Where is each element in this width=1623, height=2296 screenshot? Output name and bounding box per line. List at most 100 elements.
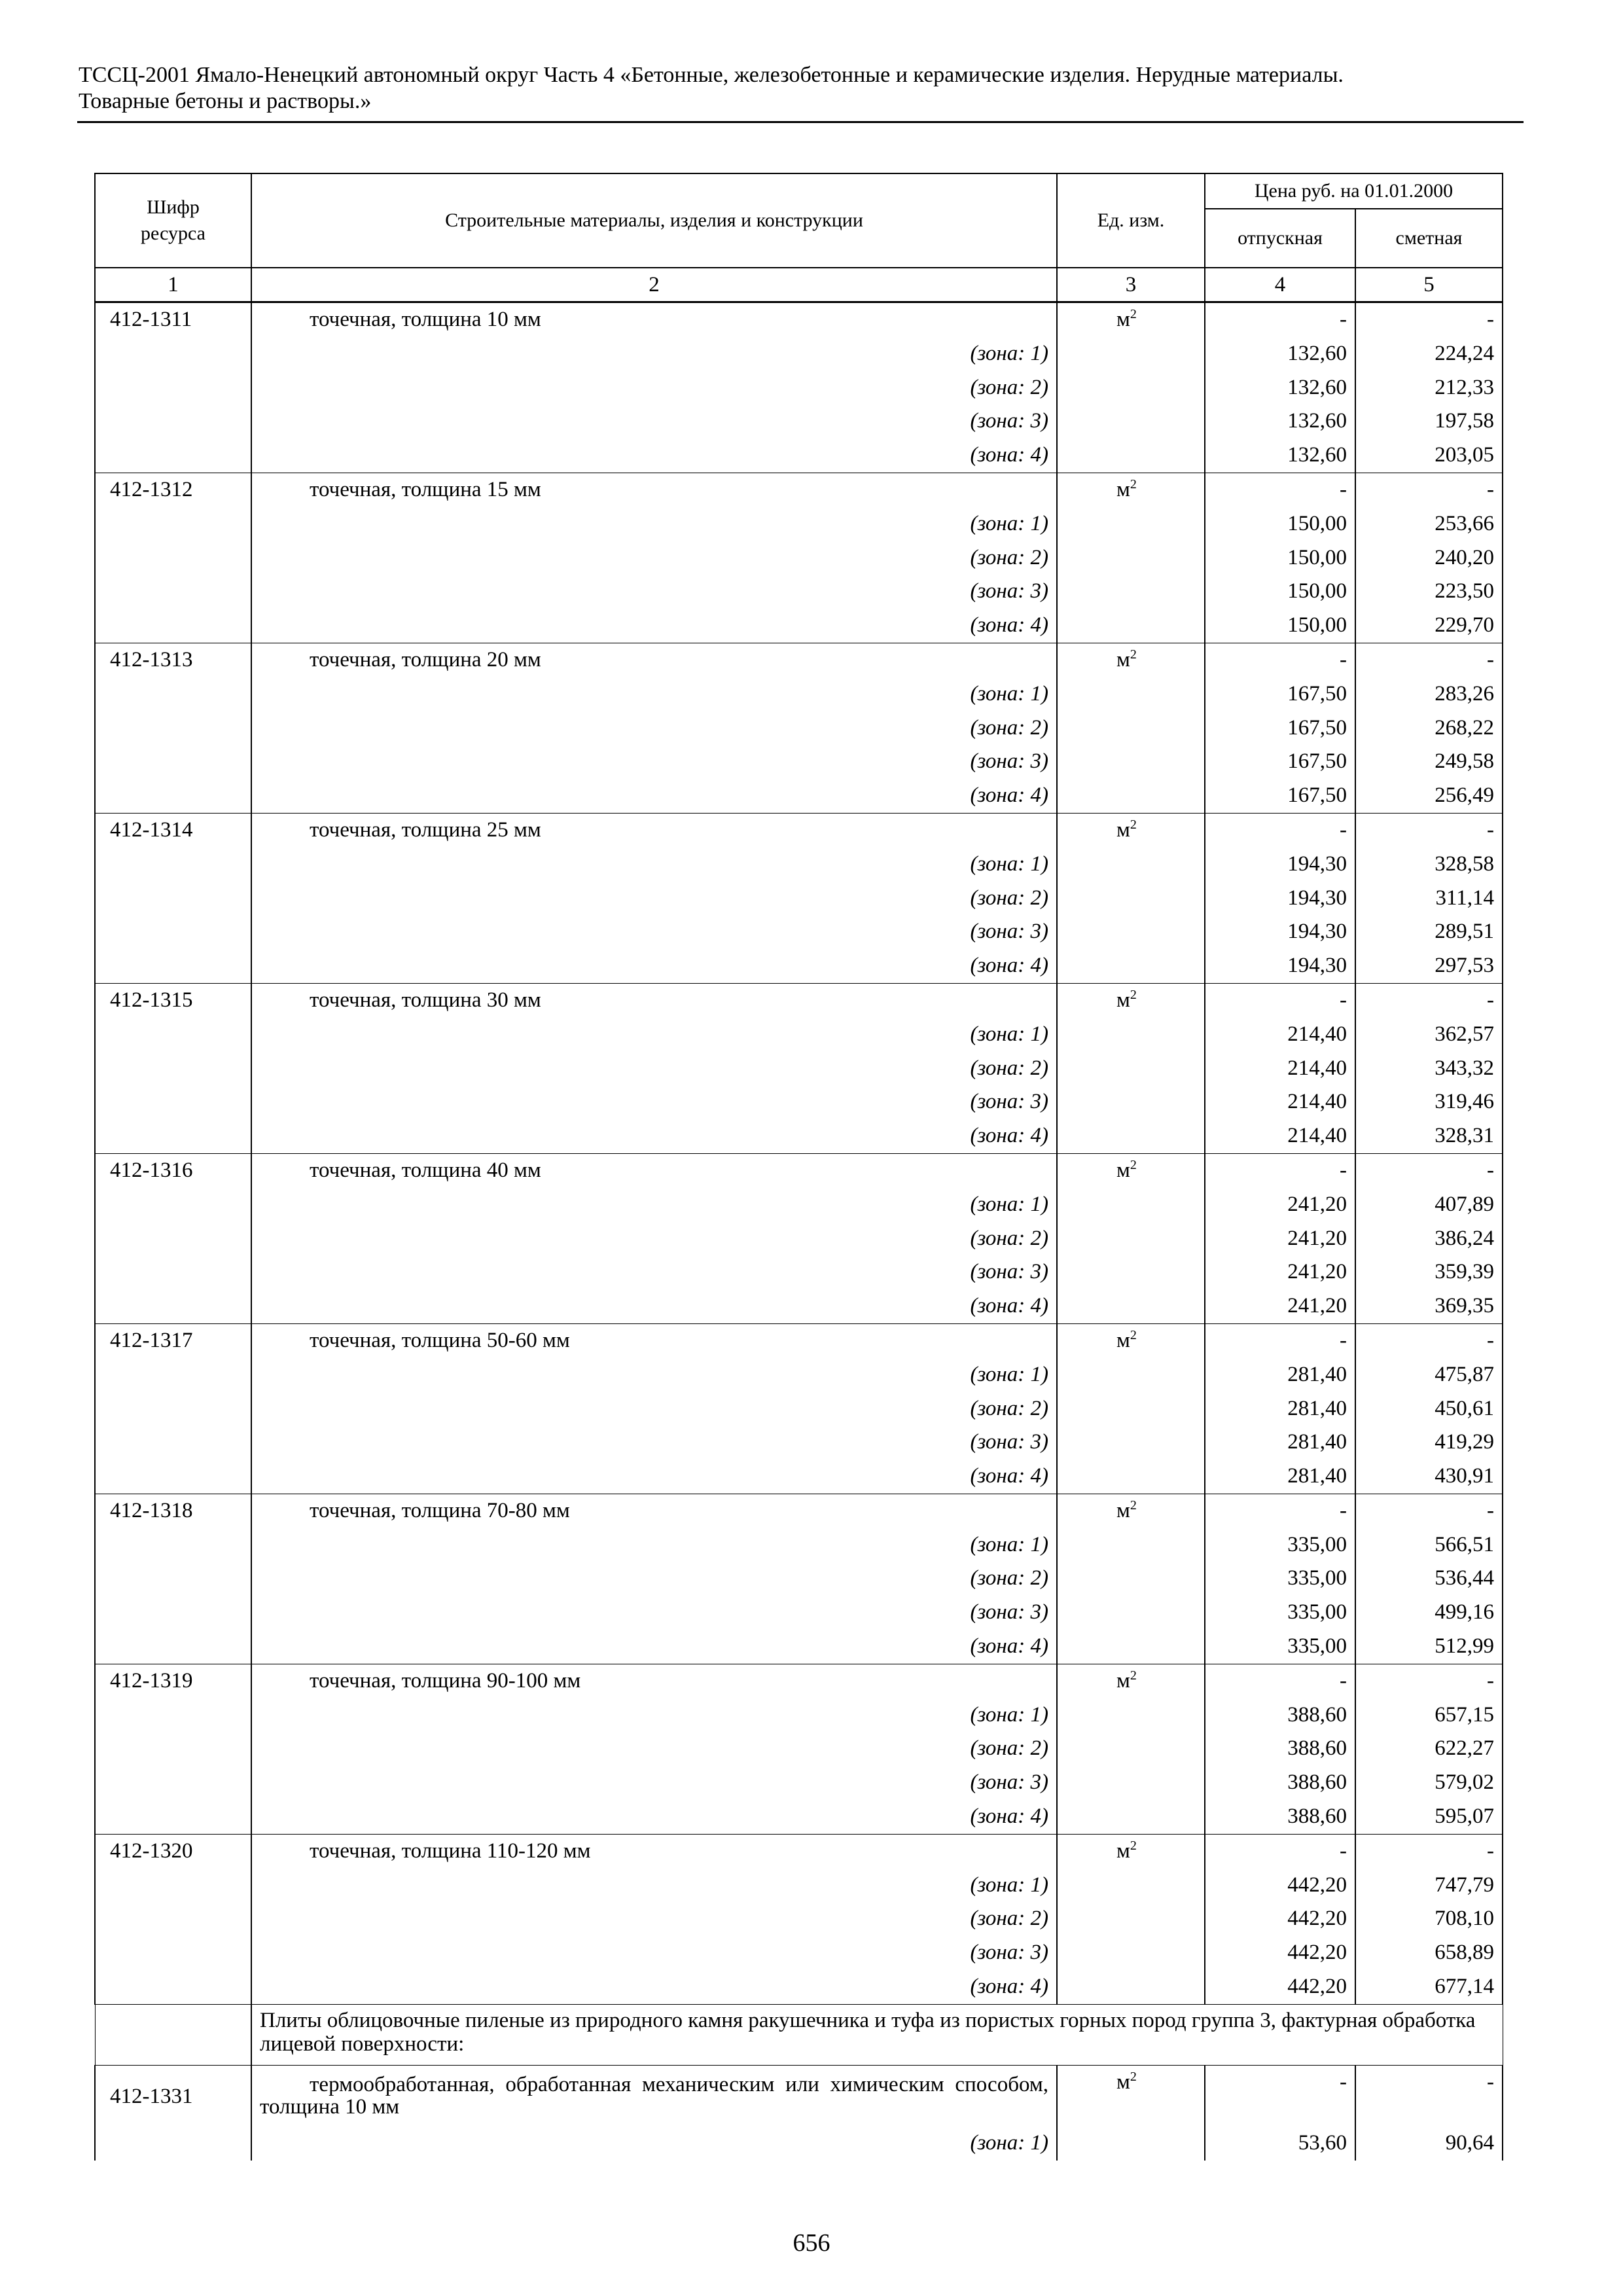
zone-row: (зона: 4) 335,00 512,99 <box>94 1630 1503 1664</box>
table-row: 412-1314 точечная, толщина 25 мм м2- - <box>94 812 1503 848</box>
zone-row: (зона: 3) 132,60 197,58 <box>94 404 1503 439</box>
zone-row: (зона: 4) 167,50 256,49 <box>94 779 1503 814</box>
release-price: 388,60 <box>1204 1698 1356 1732</box>
zone-label: (зона: 4) <box>251 779 1058 814</box>
resource-code: 412-1319 <box>94 1663 252 1698</box>
resource-name: точечная, толщина 10 мм <box>251 301 1058 337</box>
empty-cell <box>94 1187 252 1222</box>
zone-label: (зона: 3) <box>251 1936 1058 1971</box>
estimate-price: 253,66 <box>1355 507 1503 541</box>
release-price: 241,20 <box>1204 1221 1356 1256</box>
table-row: 412-1316 точечная, толщина 40 мм м2- - <box>94 1153 1503 1188</box>
empty-cell <box>1056 949 1205 984</box>
zone-label: (зона: 1) <box>251 2126 1058 2161</box>
zone-label: (зона: 1) <box>251 1187 1058 1222</box>
estimate-price: 622,27 <box>1355 1732 1503 1767</box>
col-number: 3 <box>1056 267 1205 303</box>
empty-cell <box>1056 1391 1205 1426</box>
estimate-price: 677,14 <box>1355 1970 1503 2005</box>
unit-cell: м2 <box>1056 1833 1205 1869</box>
estimate-price: 197,58 <box>1355 404 1503 439</box>
zone-row: (зона: 4) 150,00 229,70 <box>94 609 1503 643</box>
release-price: 241,20 <box>1204 1289 1356 1324</box>
release-price: 194,30 <box>1204 949 1356 984</box>
release-price: 194,30 <box>1204 847 1356 882</box>
estimate-price: - <box>1355 982 1503 1018</box>
resource-name: точечная, толщина 25 мм <box>251 812 1058 848</box>
estimate-price: 289,51 <box>1355 915 1503 950</box>
empty-cell <box>1056 609 1205 643</box>
resource-code: 412-1311 <box>94 301 252 337</box>
empty-cell <box>1056 1426 1205 1460</box>
unit-text: м <box>1116 1839 1130 1863</box>
release-price: 132,60 <box>1204 404 1356 439</box>
release-price: 214,40 <box>1204 1051 1356 1086</box>
empty-cell <box>1056 677 1205 711</box>
release-price: 167,50 <box>1204 677 1356 711</box>
estimate-price: - <box>1355 1323 1503 1358</box>
empty-cell <box>1056 1562 1205 1596</box>
empty-cell <box>1056 1936 1205 1971</box>
zone-label: (зона: 1) <box>251 1528 1058 1562</box>
estimate-price: - <box>1355 1833 1503 1869</box>
zone-row: (зона: 2) 335,00 536,44 <box>94 1562 1503 1596</box>
resource-name: точечная, толщина 90-100 мм <box>251 1663 1058 1698</box>
zone-row: (зона: 1) 335,00 566,51 <box>94 1528 1503 1562</box>
resource-group: 412-1331 термообработанная, обработанная … <box>94 2064 1503 2161</box>
release-price: 132,60 <box>1204 370 1356 405</box>
col-header-unit: Ед. изм. <box>1056 173 1205 268</box>
estimate-price: 407,89 <box>1355 1187 1503 1222</box>
empty-cell <box>1056 1221 1205 1256</box>
resource-code: 412-1315 <box>94 982 252 1018</box>
release-price: 388,60 <box>1204 1766 1356 1801</box>
section-title: Плиты облицовочные пиленые из природного… <box>251 2003 1503 2066</box>
zone-row: (зона: 4) 281,40 430,91 <box>94 1460 1503 1494</box>
estimate-price: 512,99 <box>1355 1630 1503 1664</box>
zone-label: (зона: 1) <box>251 336 1058 371</box>
estimate-price: 566,51 <box>1355 1528 1503 1562</box>
zone-row: (зона: 2) 281,40 450,61 <box>94 1391 1503 1426</box>
zone-row: (зона: 1) 281,40 475,87 <box>94 1357 1503 1392</box>
empty-cell <box>94 1085 252 1120</box>
table-row: 412-1319 точечная, толщина 90-100 мм м2- - <box>94 1663 1503 1698</box>
empty-cell <box>1056 575 1205 609</box>
zone-label: (зона: 2) <box>251 1902 1058 1937</box>
empty-cell <box>94 1426 252 1460</box>
empty-cell <box>94 1698 252 1732</box>
zone-label: (зона: 2) <box>251 1562 1058 1596</box>
release-price: 241,20 <box>1204 1255 1356 1290</box>
estimate-price: 708,10 <box>1355 1902 1503 1937</box>
empty-cell <box>94 1902 252 1937</box>
zone-label: (зона: 1) <box>251 677 1058 711</box>
release-price: - <box>1204 642 1356 677</box>
release-price: 442,20 <box>1204 1970 1356 2005</box>
empty-cell <box>94 1051 252 1086</box>
estimate-price: 311,14 <box>1355 881 1503 916</box>
col-number: 2 <box>251 267 1058 303</box>
release-price: 194,30 <box>1204 915 1356 950</box>
zone-label: (зона: 1) <box>251 1357 1058 1392</box>
resource-name: точечная, толщина 15 мм <box>251 472 1058 507</box>
zone-row: (зона: 2) 442,20 708,10 <box>94 1902 1503 1937</box>
empty-cell <box>94 1221 252 1256</box>
zone-label: (зона: 2) <box>251 541 1058 575</box>
release-price: 442,20 <box>1204 1936 1356 1971</box>
release-price: 281,40 <box>1204 1357 1356 1392</box>
empty-cell <box>94 1630 252 1664</box>
estimate-price: 595,07 <box>1355 1800 1503 1835</box>
empty-cell <box>1056 1255 1205 1290</box>
zone-row: (зона: 2) 167,50 268,22 <box>94 711 1503 745</box>
empty-cell <box>94 711 252 745</box>
table-row: 412-1331 термообработанная, обработанная … <box>94 2064 1503 2127</box>
estimate-price: - <box>1355 812 1503 848</box>
zone-label: (зона: 4) <box>251 1460 1058 1494</box>
unit-text: м <box>1116 1328 1130 1352</box>
release-price: 167,50 <box>1204 779 1356 814</box>
zone-label: (зона: 2) <box>251 881 1058 916</box>
zone-label: (зона: 4) <box>251 609 1058 643</box>
estimate-price: 657,15 <box>1355 1698 1503 1732</box>
empty-cell <box>1056 1596 1205 1630</box>
resource-name: точечная, толщина 40 мм <box>251 1153 1058 1188</box>
empty-cell <box>1056 745 1205 780</box>
document-header: ТССЦ-2001 Ямало-Ненецкий автономный окру… <box>79 62 1518 115</box>
